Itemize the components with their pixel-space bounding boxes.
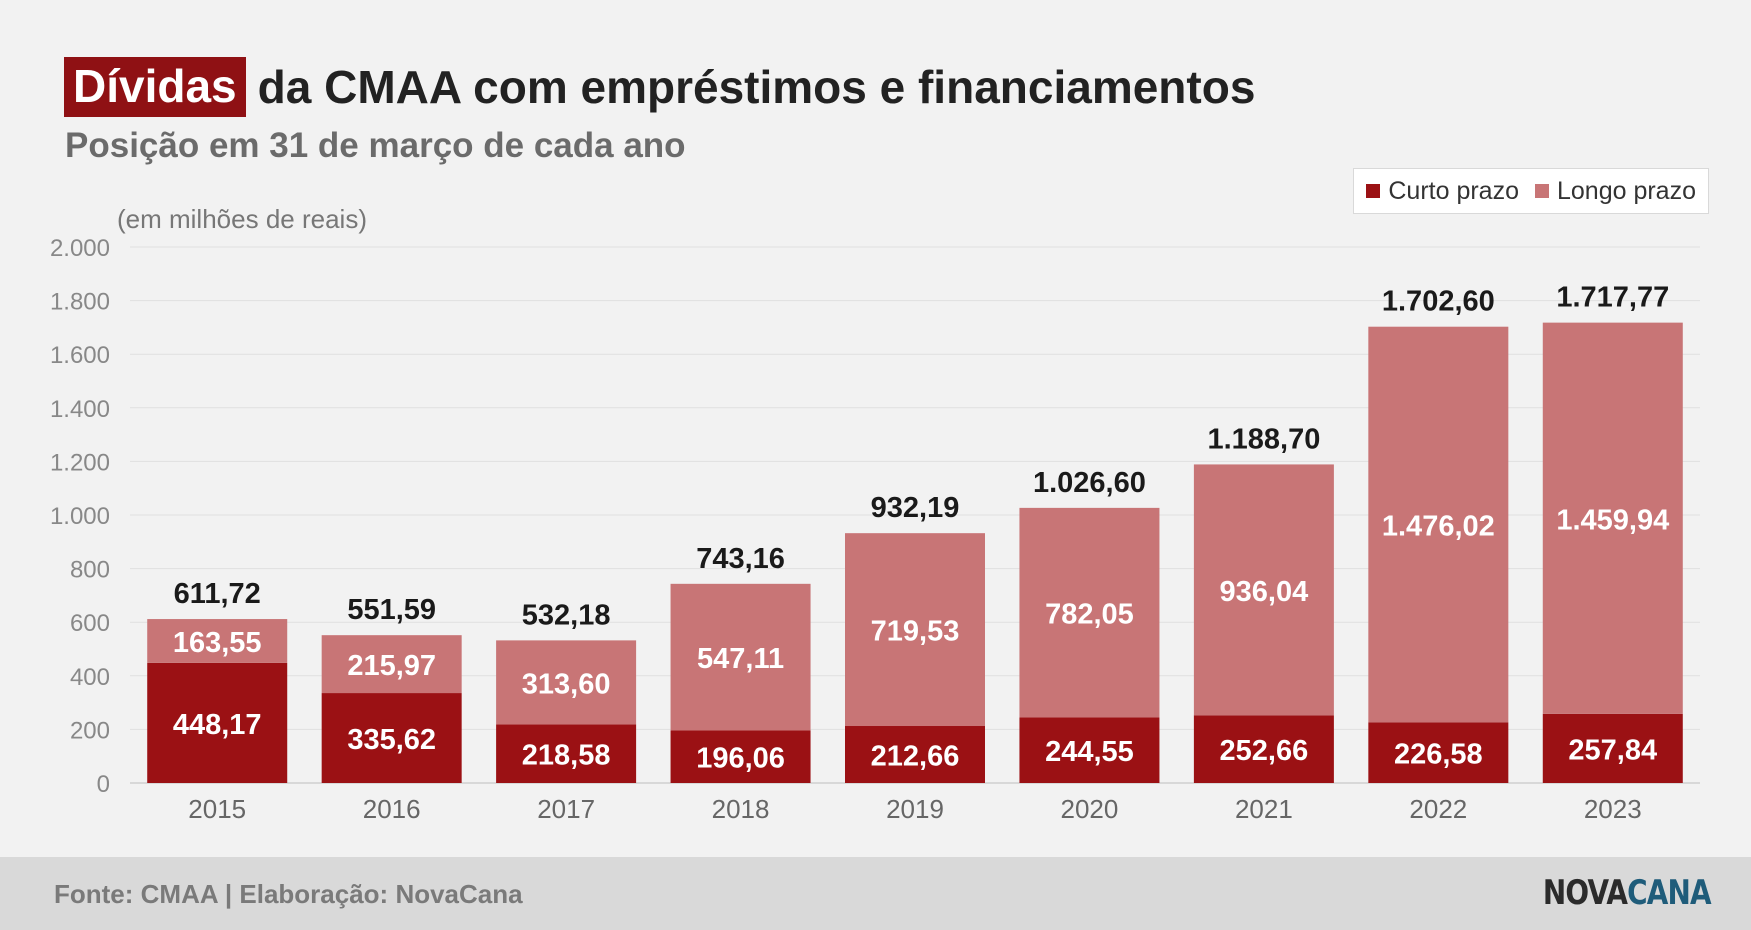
bar-short-term xyxy=(1542,713,1683,783)
x-tick-label: 2023 xyxy=(1584,794,1642,824)
data-label-long-term: 719,53 xyxy=(871,616,960,648)
y-tick-label: 400 xyxy=(70,664,110,691)
x-tick-label: 2022 xyxy=(1409,794,1467,824)
novacana-logo: NOVACANA xyxy=(1543,873,1712,913)
legend-label-long-term: Longo prazo xyxy=(1556,176,1696,205)
x-tick-label: 2019 xyxy=(886,794,944,824)
x-tick-label: 2018 xyxy=(712,794,770,824)
x-tick-label: 2021 xyxy=(1235,794,1293,824)
y-tick-label: 1.800 xyxy=(50,289,110,316)
bar-short-term xyxy=(147,662,288,783)
legend-label-short-term: Curto prazo xyxy=(1388,176,1519,205)
bar-long-term xyxy=(321,635,462,694)
source-text: Fonte: CMAA | Elaboração: NovaCana xyxy=(54,879,523,909)
y-tick-label: 1.200 xyxy=(50,449,110,476)
footer: Fonte: CMAA | Elaboração: NovaCana NOVAC… xyxy=(0,857,1751,930)
total-label: 611,72 xyxy=(174,578,261,610)
y-tick-label: 0 xyxy=(97,771,110,798)
chart-legend: Curto prazo Longo prazo xyxy=(1353,168,1709,214)
y-tick-label: 1.400 xyxy=(50,396,110,423)
bar-long-term xyxy=(845,533,985,727)
data-label-short-term: 257,84 xyxy=(1568,734,1657,766)
data-label-long-term: 1.476,02 xyxy=(1382,510,1495,542)
bar-long-term xyxy=(1542,322,1683,714)
bar-long-term xyxy=(1368,326,1509,723)
data-label-short-term: 196,06 xyxy=(696,743,785,775)
data-label-short-term: 212,66 xyxy=(871,741,960,773)
logo-part-1: NOVA xyxy=(1543,873,1628,913)
bar-short-term xyxy=(670,730,811,783)
bar-chart: 0 200 400 600 800 1.000 1.200 1.400 1.600 1.800 2.… xyxy=(50,235,1700,824)
total-label: 743,16 xyxy=(696,543,785,575)
y-tick-label: 1.000 xyxy=(50,503,110,530)
y-tick-label: 600 xyxy=(70,610,110,637)
total-label: 932,19 xyxy=(871,492,960,524)
x-tick-label: 2016 xyxy=(363,794,421,824)
total-label: 1.717,77 xyxy=(1556,282,1669,314)
legend-item-short-term: Curto prazo xyxy=(1366,177,1519,206)
data-label-long-term: 215,97 xyxy=(347,650,436,682)
chart-subtitle: Posição em 31 de março de cada ano xyxy=(65,126,686,165)
bar-short-term xyxy=(1019,717,1160,783)
bar-long-term xyxy=(147,619,288,663)
data-label-long-term: 1.459,94 xyxy=(1556,504,1669,536)
total-label: 1.702,60 xyxy=(1382,286,1495,318)
data-label-short-term: 335,62 xyxy=(347,724,436,756)
x-tick-label: 2020 xyxy=(1061,794,1119,824)
legend-swatch-long-term xyxy=(1534,184,1549,198)
data-label-short-term: 448,17 xyxy=(173,709,262,741)
y-tick-label: 800 xyxy=(70,557,110,584)
total-label: 532,18 xyxy=(522,599,611,631)
data-label-short-term: 252,66 xyxy=(1220,735,1309,767)
data-label-long-term: 936,04 xyxy=(1220,576,1309,608)
bar-short-term xyxy=(496,724,637,783)
logo-part-2: CANA xyxy=(1627,873,1711,913)
bar-long-term xyxy=(670,583,811,731)
bar-short-term xyxy=(1193,715,1334,783)
data-label-short-term: 244,55 xyxy=(1045,736,1134,768)
title-highlight: Dívidas xyxy=(64,57,246,117)
y-tick-label: 1.600 xyxy=(50,342,110,369)
unit-label: (em milhões de reais) xyxy=(117,204,367,234)
data-label-long-term: 163,55 xyxy=(173,627,262,659)
legend-swatch-short-term xyxy=(1366,184,1381,198)
data-label-long-term: 782,05 xyxy=(1045,599,1134,631)
x-tick-label: 2017 xyxy=(537,794,595,824)
bar-long-term xyxy=(496,640,637,725)
total-label: 1.188,70 xyxy=(1207,423,1320,455)
bar-long-term xyxy=(1193,464,1334,716)
data-label-short-term: 226,58 xyxy=(1394,739,1483,771)
bar-short-term xyxy=(1368,722,1509,783)
title-text: da CMAA com empréstimos e financiamentos xyxy=(257,61,1256,113)
total-label: 1.026,60 xyxy=(1033,467,1146,499)
y-tick-label: 2.000 xyxy=(50,235,110,262)
total-label: 551,59 xyxy=(347,594,436,626)
data-label-long-term: 547,11 xyxy=(697,643,784,675)
y-tick-label: 200 xyxy=(70,717,110,744)
bar-short-term xyxy=(321,693,462,783)
bar-long-term xyxy=(1019,507,1160,718)
bar-short-term xyxy=(845,726,985,783)
legend-item-long-term: Longo prazo xyxy=(1534,176,1696,206)
data-label-long-term: 313,60 xyxy=(522,668,611,700)
x-tick-label: 2015 xyxy=(188,794,246,824)
chart-title: Dívidas da CMAA com empréstimos e financ… xyxy=(64,57,1255,117)
data-label-short-term: 218,58 xyxy=(522,740,611,772)
